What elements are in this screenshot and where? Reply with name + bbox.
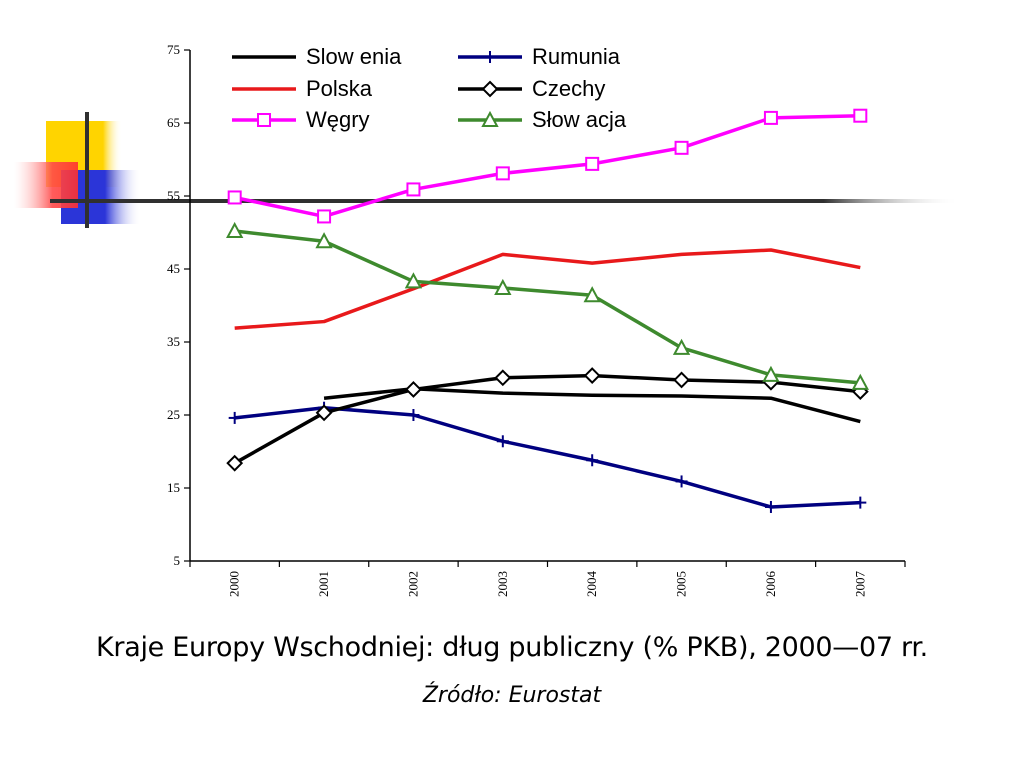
x-tick-label-2000: 2000 (227, 571, 242, 597)
legend-item-słow-acja: Słow acja (458, 107, 627, 132)
series-line-slow-enia (323, 386, 861, 424)
series-line-rumunia (234, 405, 861, 509)
x-tick-label-2005: 2005 (674, 571, 689, 597)
data-point-węgry-2006 (763, 110, 778, 125)
data-point-węgry-2002 (406, 182, 421, 197)
data-point-czechy-2003 (494, 369, 512, 387)
data-point-rumunia-2006 (764, 500, 777, 513)
legend-label: Węgry (306, 107, 370, 132)
chart-source: Źródło: Eurostat (422, 683, 602, 708)
data-point-czechy-2001 (315, 404, 333, 422)
series-line-polska (234, 248, 861, 330)
x-axis-ticks: 2000 2001 2002 2003 2004 2005 2006 2007 (189, 561, 906, 598)
chart-caption: Kraje Europy Wschodniej: dług publiczny … (96, 632, 928, 663)
y-tick-label: 15 (167, 480, 180, 495)
line-chart: 5 15 25 35 45 55 65 75 2000 2001 2002 2003 2004 2005… (167, 42, 906, 598)
data-point-słow-acja-2007 (851, 373, 869, 390)
x-tick-label-2002: 2002 (405, 571, 420, 597)
series-czechy (226, 367, 869, 472)
legend-item-czechy: Czechy (458, 76, 605, 101)
x-tick-label-2004: 2004 (584, 571, 599, 598)
series-slow-enia (323, 386, 861, 424)
data-point-rumunia-2004 (586, 454, 599, 467)
series-line-słow-acja (234, 229, 861, 385)
legend-marker (257, 113, 271, 127)
data-point-czechy-2004 (583, 367, 601, 384)
series-line-węgry (234, 113, 861, 219)
data-point-rumunia-2005 (675, 475, 688, 488)
data-point-węgry-2003 (495, 166, 510, 181)
legend-item-slow-enia: Slow enia (232, 44, 402, 69)
data-point-węgry-2001 (317, 209, 332, 224)
data-point-słow-acja-2000 (226, 221, 244, 239)
decorative-squares (14, 112, 960, 228)
legend-label: Czechy (532, 76, 605, 101)
legend-marker (481, 110, 499, 127)
data-point-słow-acja-2001 (315, 232, 333, 249)
legend-label: Slow enia (306, 44, 402, 69)
vertical-rule (85, 112, 89, 228)
data-point-słow-acja-2002 (404, 272, 423, 289)
legend-marker (484, 51, 496, 63)
series-group (226, 108, 869, 513)
data-point-słow-acja-2005 (672, 338, 691, 355)
legend-label: Słow acja (532, 107, 627, 132)
y-tick-label: 55 (167, 188, 180, 203)
data-point-słow-acja-2006 (762, 365, 780, 382)
legend-label: Rumunia (532, 44, 621, 69)
data-point-węgry-2004 (585, 156, 600, 171)
data-point-węgry-2007 (853, 108, 868, 123)
data-point-węgry-2000 (227, 190, 242, 205)
legend-marker (481, 80, 499, 98)
series-słow-acja (226, 221, 869, 390)
data-point-czechy-2002 (405, 381, 422, 398)
y-tick-label: 25 (167, 407, 180, 422)
data-point-czechy-2005 (673, 371, 690, 389)
data-point-rumunia-2003 (496, 435, 509, 448)
legend-label: Polska (306, 76, 373, 101)
legend: Slow enia Rumunia Polska Czechy Węgry Słow ac… (232, 44, 627, 132)
data-point-słow-acja-2004 (583, 286, 601, 303)
series-polska (234, 248, 861, 330)
data-point-rumunia-2000 (228, 411, 241, 424)
x-tick-label-2006: 2006 (763, 571, 778, 598)
y-tick-label: 65 (167, 115, 180, 130)
data-point-słow-acja-2003 (494, 278, 512, 295)
legend-item-polska: Polska (232, 76, 373, 101)
y-axis-ticks: 5 15 25 35 45 55 65 75 (167, 42, 190, 568)
data-point-rumunia-2007 (854, 496, 867, 509)
data-point-czechy-2000 (226, 454, 244, 472)
y-tick-label: 45 (167, 261, 180, 276)
data-point-węgry-2005 (674, 140, 689, 155)
y-tick-label: 5 (174, 553, 181, 568)
y-tick-label: 75 (167, 42, 180, 57)
series-węgry (227, 108, 868, 224)
x-tick-label-2001: 2001 (316, 571, 331, 597)
series-line-czechy (233, 373, 861, 465)
x-tick-label-2003: 2003 (495, 571, 510, 597)
y-tick-label: 35 (167, 334, 180, 349)
horizontal-rule (50, 199, 960, 203)
data-point-rumunia-2002 (407, 409, 420, 421)
x-tick-label-2007: 2007 (852, 571, 867, 598)
legend-item-rumunia: Rumunia (458, 44, 621, 69)
legend-item-węgry: Węgry (232, 107, 370, 132)
